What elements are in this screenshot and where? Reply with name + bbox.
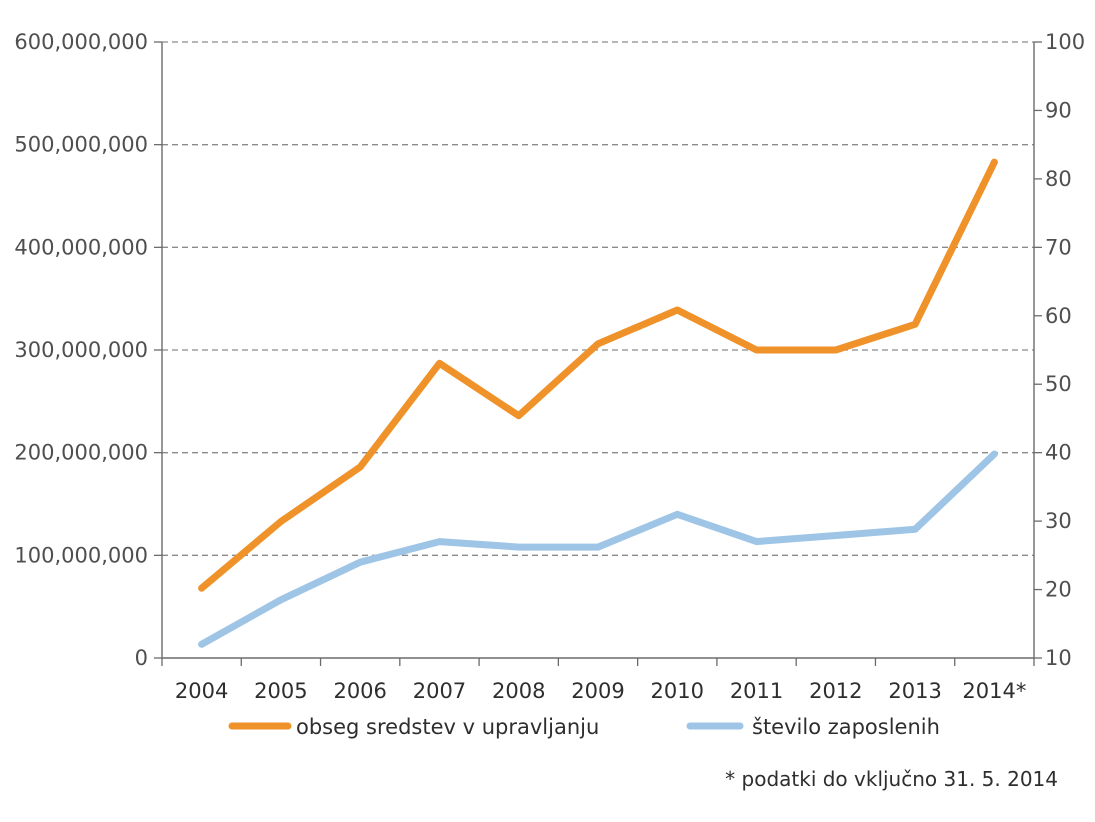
right-tick-label: 30 [1045,509,1072,533]
left-tick-label: 300,000,000 [14,338,148,362]
right-axis-ticks: 10 20 30 40 50 60 70 80 90 100 [1034,30,1085,670]
left-axis-ticks: 0 100,000,000 200,000,000 300,000,000 400,00… [14,30,162,670]
right-tick-label: 10 [1045,646,1072,670]
x-axis-ticks: 2004 2005 2006 2007 2008 2009 2010 2011 2012 2013… [161,658,1035,703]
x-tick-label: 2013 [888,679,941,703]
series-line-employees [198,450,998,648]
x-tick-label: 2011 [730,679,783,703]
x-tick-label: 2010 [651,679,704,703]
right-tick-label: 60 [1045,304,1072,328]
x-tick-label: 2006 [333,679,386,703]
legend-label-assets: obseg sredstev v upravljanju [296,715,599,739]
x-tick-label: 2008 [492,679,545,703]
series-lines [198,158,998,648]
right-tick-label: 100 [1045,30,1085,54]
footnote: * podatki do vključno 31. 5. 2014 [725,767,1058,791]
right-tick-label: 70 [1045,235,1072,259]
legend: obseg sredstev v upravljanju število zap… [228,715,940,739]
x-tick-label: 2005 [254,679,307,703]
left-tick-label: 400,000,000 [14,235,148,259]
x-tick-label: 2012 [809,679,862,703]
x-tick-label: 2007 [413,679,466,703]
right-tick-label: 40 [1045,441,1072,465]
left-tick-label: 200,000,000 [14,441,148,465]
right-tick-label: 90 [1045,98,1072,122]
left-tick-label: 600,000,000 [14,30,148,54]
right-tick-label: 20 [1045,578,1072,602]
left-tick-label: 500,000,000 [14,133,148,157]
left-tick-label: 0 [135,646,148,670]
legend-label-employees: število zaposlenih [752,715,940,739]
gridlines [162,41,1034,556]
x-tick-label: 2004 [175,679,228,703]
x-tick-label: 2014* [962,679,1026,703]
x-tick-label: 2009 [571,679,624,703]
right-tick-label: 50 [1045,372,1072,396]
left-tick-label: 100,000,000 [14,543,148,567]
right-tick-label: 80 [1045,167,1072,191]
series-line-assets [198,158,998,592]
